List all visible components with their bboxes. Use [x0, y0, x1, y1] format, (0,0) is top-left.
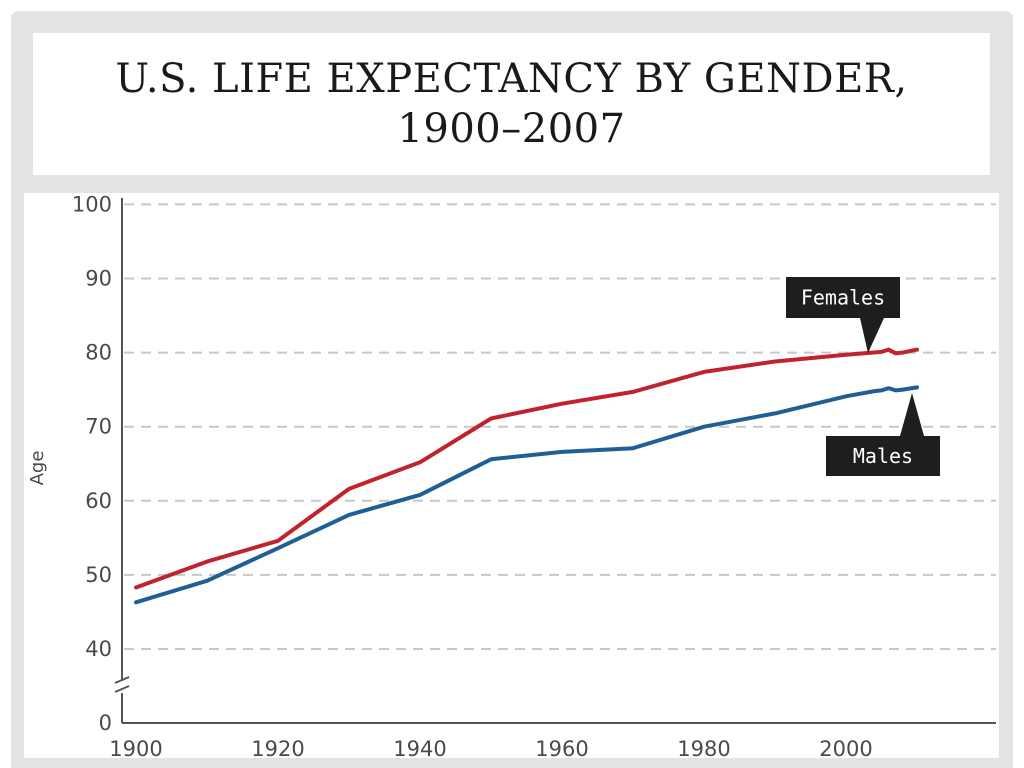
series-line-males — [134, 385, 919, 605]
callout-box — [786, 277, 900, 318]
grid-layer — [124, 203, 996, 650]
callout-females: Females — [786, 277, 900, 353]
x-tick-label: 1920 — [251, 737, 304, 758]
life-expectancy-chart: 0 40 50 60 70 80 90 100 1900 1920 1940 1960 1980 2000… — [27, 193, 996, 758]
y-tick-label: 50 — [85, 563, 112, 587]
y-tick-label: 80 — [85, 341, 112, 365]
chart-container: 0 40 50 60 70 80 90 100 1900 1920 1940 1960 1980 2000… — [24, 193, 999, 758]
y-tick-label: 70 — [85, 415, 112, 439]
callout-box — [826, 436, 940, 476]
y-tick-label: 60 — [85, 489, 112, 513]
callout-label: Females — [801, 286, 885, 310]
x-tick-label: 2000 — [819, 737, 872, 758]
x-tick-label: 1980 — [677, 737, 730, 758]
y-tick-label: 40 — [85, 637, 112, 661]
callout-layer: Females Males — [786, 277, 940, 476]
callout-pointer — [900, 393, 924, 436]
x-tick-label: 1960 — [535, 737, 588, 758]
y-tick-label: 0 — [99, 711, 112, 735]
series-line-females — [134, 347, 919, 590]
callout-label: Males — [853, 444, 913, 468]
y-axis-label: Age — [27, 451, 48, 486]
x-tick-label: 1900 — [109, 737, 162, 758]
title-box: U.S. Life Expectancy by Gender, 1900–200… — [33, 33, 990, 175]
y-tick-label: 90 — [85, 267, 112, 291]
series-layer — [134, 347, 919, 605]
callout-males: Males — [826, 393, 940, 476]
y-tick-label: 100 — [72, 193, 112, 216]
callout-pointer — [860, 318, 884, 353]
x-tick-label: 1940 — [393, 737, 446, 758]
slide-title: U.S. Life Expectancy by Gender, 1900–200… — [115, 56, 908, 152]
axis-layer: 0 40 50 60 70 80 90 100 1900 1920 1940 1960 1980 2000 — [72, 193, 996, 758]
axis-break-mark — [114, 676, 130, 693]
